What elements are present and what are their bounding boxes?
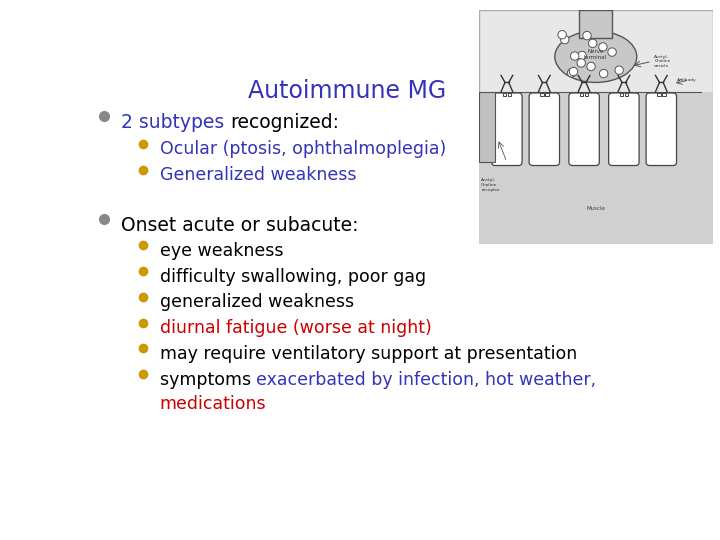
Text: Ocular (ptosis, ophthalmoplegia): Ocular (ptosis, ophthalmoplegia) bbox=[160, 140, 446, 158]
Text: difficulty swallowing, poor gag: difficulty swallowing, poor gag bbox=[160, 268, 426, 286]
Bar bbox=[503, 93, 506, 97]
Circle shape bbox=[558, 30, 567, 39]
Text: symptoms: symptoms bbox=[160, 371, 256, 389]
Text: exacerbated by infection, hot weather,: exacerbated by infection, hot weather, bbox=[256, 371, 596, 389]
FancyBboxPatch shape bbox=[479, 92, 713, 244]
Circle shape bbox=[588, 39, 597, 48]
FancyBboxPatch shape bbox=[479, 10, 713, 244]
Text: Acetyl-
Choline
receptor: Acetyl- Choline receptor bbox=[481, 178, 500, 192]
FancyBboxPatch shape bbox=[646, 93, 677, 165]
Text: recognized:: recognized: bbox=[230, 113, 339, 132]
FancyBboxPatch shape bbox=[580, 10, 612, 38]
Ellipse shape bbox=[555, 31, 636, 83]
Text: Nerve
terminal: Nerve terminal bbox=[584, 49, 608, 60]
Circle shape bbox=[567, 69, 576, 77]
Text: may require ventilatory support at presentation: may require ventilatory support at prese… bbox=[160, 345, 577, 363]
Text: generalized weakness: generalized weakness bbox=[160, 294, 354, 312]
Bar bbox=[580, 93, 583, 97]
FancyBboxPatch shape bbox=[569, 93, 599, 165]
Text: Generalized weakness: Generalized weakness bbox=[160, 166, 356, 184]
Circle shape bbox=[578, 51, 586, 60]
Text: diurnal fatigue (worse at night): diurnal fatigue (worse at night) bbox=[160, 319, 431, 338]
Circle shape bbox=[600, 69, 608, 78]
FancyBboxPatch shape bbox=[608, 93, 639, 165]
FancyBboxPatch shape bbox=[479, 92, 495, 162]
Circle shape bbox=[608, 48, 616, 56]
Bar bbox=[662, 93, 665, 97]
Bar bbox=[540, 93, 544, 97]
Circle shape bbox=[587, 62, 595, 71]
Text: medications: medications bbox=[160, 395, 266, 413]
Circle shape bbox=[570, 68, 577, 76]
Text: Acetyl-
Choline
vesicle: Acetyl- Choline vesicle bbox=[654, 55, 670, 68]
Circle shape bbox=[615, 66, 624, 75]
Circle shape bbox=[582, 31, 591, 40]
Circle shape bbox=[599, 43, 607, 51]
Bar bbox=[585, 93, 588, 97]
Bar bbox=[545, 93, 549, 97]
Text: Muscle: Muscle bbox=[586, 206, 606, 211]
Text: Antibody: Antibody bbox=[677, 78, 696, 82]
Text: 2 subtypes: 2 subtypes bbox=[121, 113, 230, 132]
FancyBboxPatch shape bbox=[492, 93, 522, 165]
Bar bbox=[620, 93, 624, 97]
Text: Onset acute or subacute:: Onset acute or subacute: bbox=[121, 216, 358, 235]
Bar bbox=[624, 93, 628, 97]
Circle shape bbox=[570, 52, 579, 60]
Bar bbox=[657, 93, 661, 97]
Circle shape bbox=[577, 59, 585, 67]
FancyBboxPatch shape bbox=[529, 93, 559, 165]
Text: eye weakness: eye weakness bbox=[160, 242, 283, 260]
Circle shape bbox=[561, 35, 569, 44]
Text: Autoimmune MG: Autoimmune MG bbox=[248, 79, 446, 103]
Bar bbox=[508, 93, 511, 97]
